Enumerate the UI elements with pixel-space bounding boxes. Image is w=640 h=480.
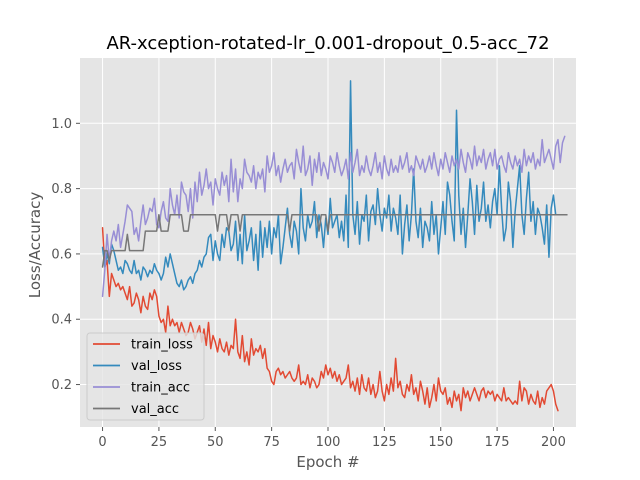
legend-box xyxy=(86,332,205,421)
x-tick-label: 150 xyxy=(428,435,453,450)
legend-label-train-acc: train_acc xyxy=(131,381,190,396)
x-tick-label: 200 xyxy=(541,435,566,450)
x-tick-label: 125 xyxy=(372,435,397,450)
x-tick-label: 50 xyxy=(207,435,224,450)
y-axis-ticks: 0.2 0.4 0.6 0.8 1.0 xyxy=(51,117,80,393)
y-tick-label: 0.4 xyxy=(51,313,72,328)
y-tick-label: 0.8 xyxy=(51,182,72,197)
train-loss-line xyxy=(101,227,559,412)
x-axis-label: Epoch # xyxy=(296,453,359,471)
y-axis-label: Loss/Accuracy xyxy=(26,192,44,299)
legend: train_loss val_loss train_acc val_acc xyxy=(86,332,205,421)
y-tick-label: 0.6 xyxy=(51,247,72,262)
x-tick-label: 25 xyxy=(151,435,168,450)
y-tick-label: 0.2 xyxy=(51,378,72,393)
legend-label-val-loss: val_loss xyxy=(131,359,182,374)
x-tick-label: 100 xyxy=(316,435,341,450)
chart-title: AR-xception-rotated-lr_0.001-dropout_0.5… xyxy=(106,33,549,54)
series-layer xyxy=(101,80,568,412)
y-tick-label: 1.0 xyxy=(51,117,72,132)
x-axis-ticks: 0 25 50 75 100 125 150 175 200 xyxy=(98,427,566,450)
grid-lines xyxy=(80,58,576,427)
train-acc-line xyxy=(101,135,566,298)
legend-label-train-loss: train_loss xyxy=(131,338,193,353)
x-tick-label: 0 xyxy=(98,435,106,450)
x-tick-label: 175 xyxy=(485,435,510,450)
val-acc-line xyxy=(101,213,568,268)
x-tick-label: 75 xyxy=(263,435,280,450)
legend-label-val-acc: val_acc xyxy=(131,402,179,417)
